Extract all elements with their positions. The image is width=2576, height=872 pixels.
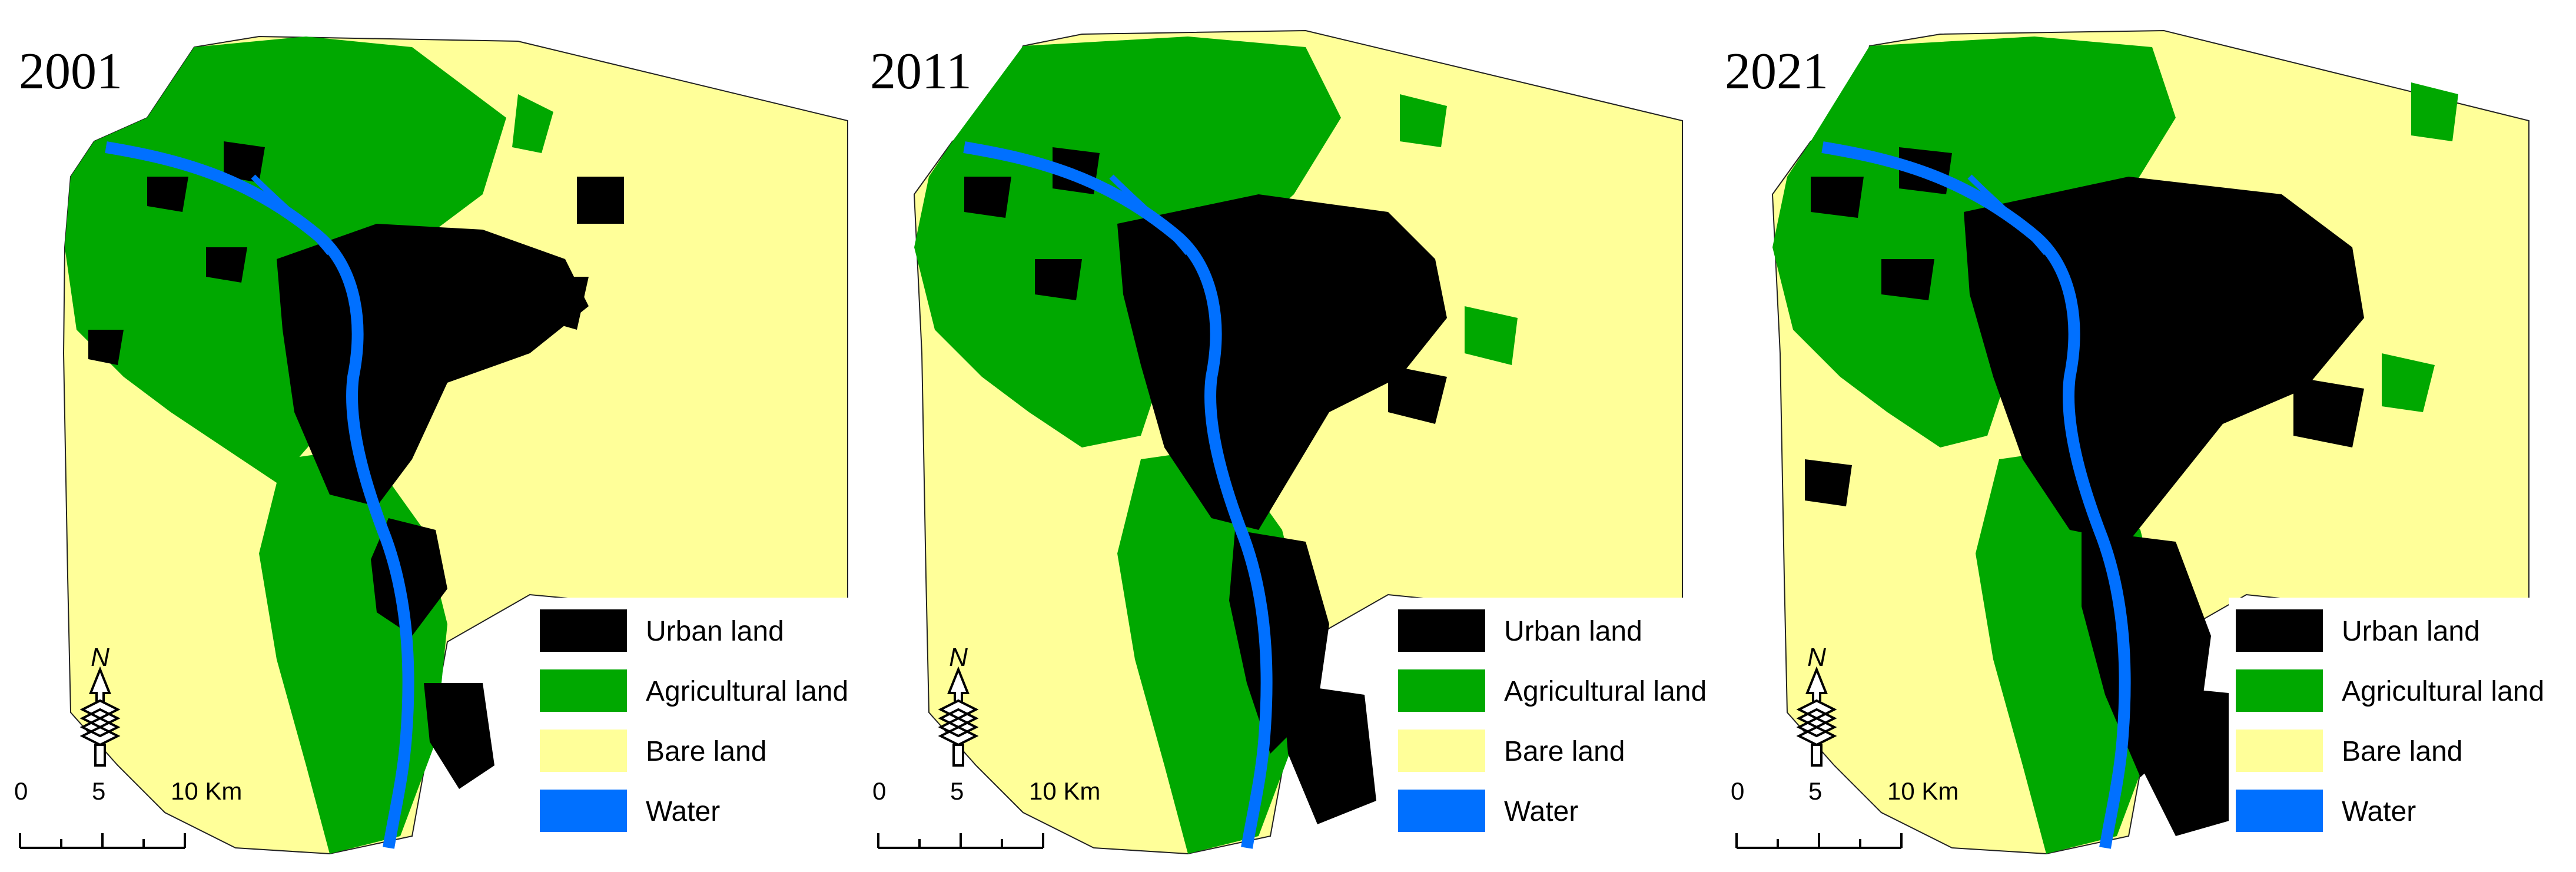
- legend-item-bare: Bare land: [1391, 727, 1717, 774]
- legend-item-bare: Bare land: [533, 727, 858, 774]
- map-panel-2001: 2001 N 0 5 10 Km Urban land Agricultural…: [0, 0, 858, 872]
- legend-item-water: Water: [533, 787, 858, 834]
- legend-item-agricultural: Agricultural land: [1391, 667, 1717, 714]
- legend-label: Water: [646, 796, 721, 827]
- legend-swatch: [2236, 609, 2323, 652]
- legend-label: Water: [2342, 796, 2416, 827]
- map-panel-2011: 2011 N 0 5 10 Km Urban land Agricultural…: [858, 0, 1717, 872]
- land-cover-map-2001: [62, 35, 848, 855]
- map-legend: Urban land Agricultural land Bare land W…: [1391, 598, 1717, 860]
- legend-item-urban: Urban land: [533, 607, 858, 654]
- legend-label: Urban land: [1504, 616, 1642, 647]
- scale-tick-label: 0: [872, 777, 887, 805]
- map-year-label: 2011: [870, 43, 972, 100]
- scale-tick-label: 5: [92, 777, 106, 805]
- legend-item-agricultural: Agricultural land: [2229, 667, 2554, 714]
- legend-swatch: [1398, 790, 1485, 832]
- legend-swatch: [1398, 669, 1485, 712]
- legend-item-urban: Urban land: [2229, 607, 2554, 654]
- legend-item-water: Water: [1391, 787, 1717, 834]
- legend-label: Urban land: [646, 616, 784, 647]
- legend-label: Bare land: [646, 736, 767, 767]
- scale-tick-label: 10 Km: [1029, 777, 1101, 805]
- legend-label: Agricultural land: [646, 676, 849, 707]
- legend-swatch: [540, 609, 627, 652]
- legend-swatch: [1398, 609, 1485, 652]
- map-year-label: 2021: [1725, 43, 1828, 100]
- map-legend: Urban land Agricultural land Bare land W…: [2229, 598, 2554, 860]
- north-arrow-icon: N: [1781, 639, 1852, 768]
- map-legend: Urban land Agricultural land Bare land W…: [533, 598, 858, 860]
- legend-item-bare: Bare land: [2229, 727, 2554, 774]
- legend-swatch: [540, 730, 627, 772]
- legend-label: Agricultural land: [2342, 676, 2545, 707]
- legend-swatch: [540, 790, 627, 832]
- scale-tick-label: 10 Km: [1887, 777, 1959, 805]
- legend-swatch: [2236, 730, 2323, 772]
- scale-tick-label: 10 Km: [171, 777, 243, 805]
- map-panel-2021: 2021 N 0 5 10 Km Urban land Agricultural…: [1717, 0, 2575, 872]
- north-arrow-icon: N: [923, 639, 994, 768]
- legend-label: Urban land: [2342, 616, 2480, 647]
- land-cover-map-2021: [1771, 29, 2529, 855]
- legend-item-water: Water: [2229, 787, 2554, 834]
- legend-label: Agricultural land: [1504, 676, 1707, 707]
- legend-item-agricultural: Agricultural land: [533, 667, 858, 714]
- land-cover-map-2011: [913, 29, 1683, 855]
- scale-bar: 0 5 10 Km: [11, 777, 258, 860]
- legend-swatch: [540, 669, 627, 712]
- scale-tick-label: 5: [1808, 777, 1823, 805]
- scale-tick-label: 0: [1731, 777, 1745, 805]
- scale-tick-label: 5: [950, 777, 964, 805]
- legend-label: Water: [1504, 796, 1579, 827]
- legend-item-urban: Urban land: [1391, 607, 1717, 654]
- scale-tick-label: 0: [14, 777, 28, 805]
- scale-bar: 0 5 10 Km: [869, 777, 1116, 860]
- legend-swatch: [2236, 669, 2323, 712]
- north-arrow-icon: N: [65, 639, 135, 768]
- legend-label: Bare land: [1504, 736, 1625, 767]
- map-year-label: 2001: [19, 43, 122, 100]
- legend-swatch: [2236, 790, 2323, 832]
- legend-swatch: [1398, 730, 1485, 772]
- scale-bar: 0 5 10 Km: [1727, 777, 1974, 860]
- legend-label: Bare land: [2342, 736, 2463, 767]
